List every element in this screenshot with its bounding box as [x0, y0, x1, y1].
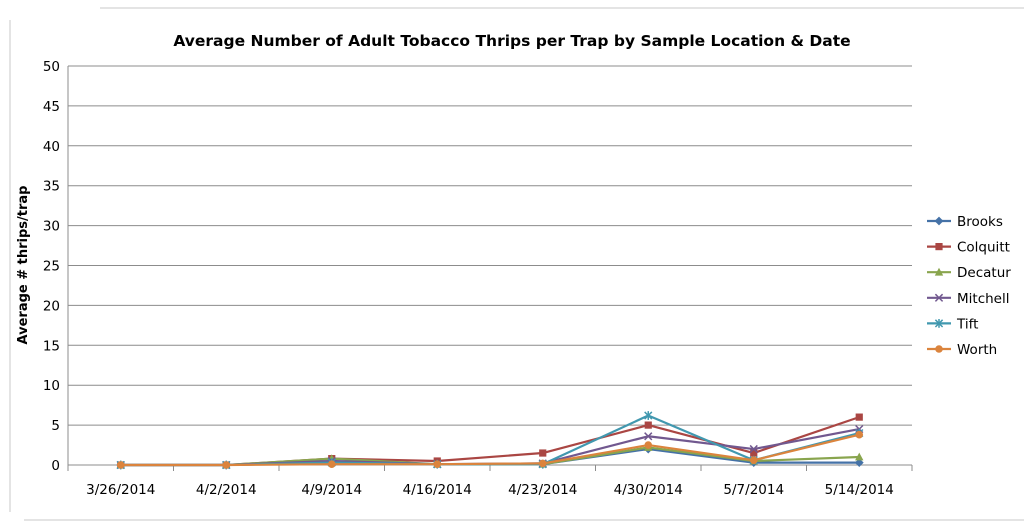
legend-item-mitchell: Mitchell [927, 291, 1009, 307]
y-tick-label: 10 [43, 378, 60, 394]
legend-item-colquitt: Colquitt [927, 240, 1010, 256]
legend-marker-brooks [934, 216, 944, 226]
chart-title: Average Number of Adult Tobacco Thrips p… [173, 32, 850, 50]
data-point-mitchell [749, 444, 758, 454]
legend-marker-mitchell [934, 293, 944, 302]
y-tick-label: 45 [43, 99, 60, 115]
x-tick-label: 5/7/2014 [723, 482, 784, 498]
legend-item-brooks: Brooks [927, 214, 1003, 230]
y-tick-label: 20 [43, 298, 60, 314]
legend: Brooks Colquitt Decatur Mitchell Tift Worth [927, 214, 1011, 358]
legend-label-decatur: Decatur [957, 265, 1011, 281]
data-point-colquitt [750, 449, 758, 457]
legend-marker-tift [934, 319, 944, 328]
x-tick-label: 4/23/2014 [508, 482, 577, 498]
y-axis-label: Average # thrips/trap [16, 186, 31, 345]
data-point-decatur [855, 452, 864, 461]
data-point-tift [644, 411, 653, 420]
data-point-colquitt [855, 413, 863, 421]
legend-item-tift: Tift [927, 316, 978, 332]
legend-item-worth: Worth [927, 342, 997, 358]
data-point-worth [433, 460, 442, 469]
data-point-worth [749, 456, 758, 465]
legend-item-decatur: Decatur [927, 265, 1011, 281]
y-tick-label: 15 [43, 338, 60, 354]
legend-label-worth: Worth [957, 342, 997, 358]
y-tick-label: 25 [43, 259, 60, 275]
x-tick-label: 4/16/2014 [403, 482, 472, 498]
y-tick-label: 0 [51, 458, 60, 474]
y-tick-label: 30 [43, 219, 60, 235]
data-point-colquitt [539, 449, 547, 457]
x-tick-label: 3/26/2014 [86, 482, 155, 498]
legend-marker-colquitt [935, 243, 943, 251]
series-lines [116, 411, 864, 470]
data-point-worth [116, 461, 125, 469]
series-worth [116, 430, 864, 469]
y-tick-label: 35 [43, 179, 60, 195]
gridlines [68, 65, 912, 426]
data-point-worth [855, 430, 864, 439]
data-point-colquitt [644, 421, 652, 429]
data-point-worth [222, 461, 231, 469]
legend-label-tift: Tift [956, 316, 978, 332]
legend-marker-worth [935, 345, 943, 353]
legend-label-brooks: Brooks [957, 214, 1003, 230]
legend-marker-decatur [934, 267, 944, 276]
legend-label-mitchell: Mitchell [957, 291, 1009, 307]
data-point-mitchell [644, 432, 653, 441]
y-tick-label: 50 [43, 59, 60, 75]
legend-label-colquitt: Colquitt [957, 240, 1010, 256]
y-tick-label: 5 [51, 418, 60, 434]
data-point-worth [644, 441, 653, 449]
x-tick-label: 5/14/2014 [825, 482, 894, 498]
x-tick-label: 4/9/2014 [301, 482, 362, 498]
data-point-worth [327, 460, 336, 469]
axes: 0 5 10 15 20 25 30 35 40 45 50 3/26/2014 4/2/2014 4/9… [43, 59, 913, 498]
series-line-worth [120, 433, 860, 467]
x-tick-label: 4/2/2014 [196, 482, 257, 498]
x-tick-label: 4/30/2014 [614, 482, 683, 498]
data-point-worth [538, 459, 547, 468]
y-tick-label: 40 [43, 139, 60, 155]
